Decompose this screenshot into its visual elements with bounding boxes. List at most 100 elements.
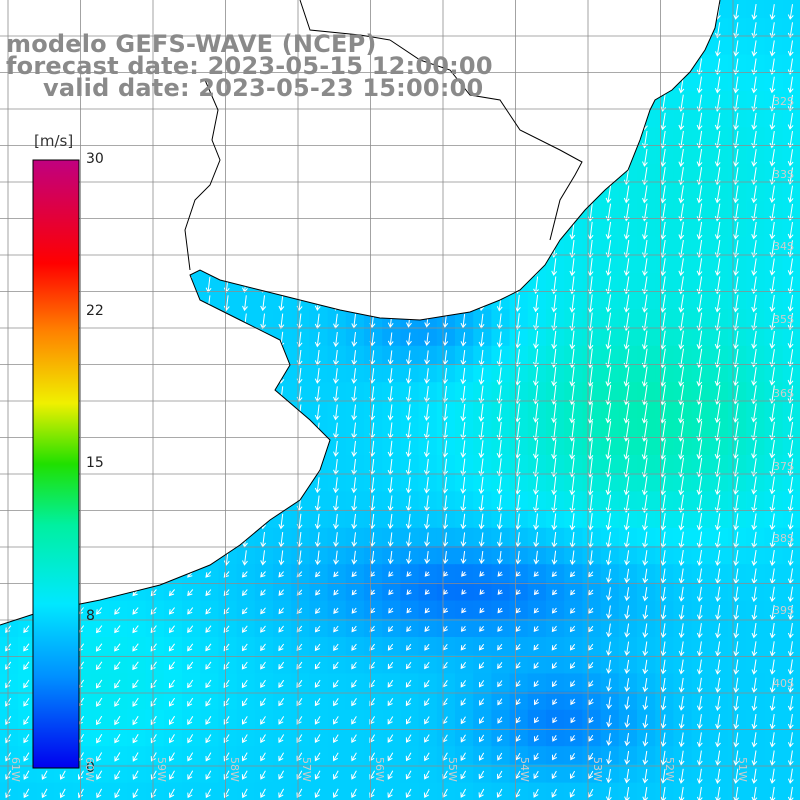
wind-arrow xyxy=(733,258,739,276)
wind-arrow xyxy=(769,94,776,112)
wind-arrow xyxy=(260,589,266,596)
wind-arrow xyxy=(696,240,703,258)
wind-arrow xyxy=(642,696,649,711)
wind-arrow xyxy=(314,752,321,762)
wind-arrow xyxy=(678,513,685,531)
wind-arrow xyxy=(132,734,139,744)
wind-arrow xyxy=(242,295,248,312)
wind-arrow xyxy=(132,788,139,799)
wind-arrow xyxy=(696,439,703,460)
wind-arrow xyxy=(787,4,794,20)
wind-arrow xyxy=(623,240,630,258)
wind-arrow xyxy=(351,770,357,780)
wind-arrow xyxy=(714,366,721,387)
wind-arrow xyxy=(714,258,721,277)
wind-arrow xyxy=(514,331,521,349)
wind-arrow xyxy=(751,550,758,567)
wind-arrow xyxy=(569,276,576,295)
wind-arrow xyxy=(478,643,485,651)
wind-arrow xyxy=(751,203,758,222)
wind-arrow xyxy=(769,258,776,276)
wind-arrow xyxy=(787,149,794,167)
wind-arrow xyxy=(678,605,685,620)
wind-arrow xyxy=(733,494,739,513)
wind-arrow xyxy=(405,404,412,421)
wind-arrow xyxy=(405,532,412,547)
wind-arrow xyxy=(478,440,485,459)
wind-arrow xyxy=(733,586,740,603)
wind-arrow xyxy=(733,40,739,57)
wind-arrow xyxy=(514,294,521,312)
wind-arrow xyxy=(333,698,339,707)
lat-label: 38S xyxy=(773,532,794,545)
wind-arrow xyxy=(623,330,630,350)
wind-arrow xyxy=(769,367,776,386)
wind-arrow xyxy=(787,768,794,784)
wind-arrow xyxy=(551,571,558,578)
wind-arrow xyxy=(41,788,48,799)
wind-arrow xyxy=(242,752,248,762)
wind-arrow xyxy=(569,258,576,277)
wind-arrow xyxy=(461,589,467,595)
lon-label: 56W xyxy=(373,757,386,782)
wind-arrow xyxy=(497,752,503,761)
wind-arrow xyxy=(751,714,758,730)
wind-arrow xyxy=(733,4,739,20)
wind-arrow xyxy=(533,625,539,633)
wind-arrow xyxy=(624,587,630,602)
wind-arrow xyxy=(751,258,758,276)
wind-arrow xyxy=(333,440,339,457)
wind-arrow xyxy=(769,240,776,258)
wind-arrow xyxy=(478,513,485,530)
wind-arrow xyxy=(95,679,103,689)
wind-arrow xyxy=(642,659,649,675)
wind-arrow xyxy=(96,697,103,707)
wind-arrow xyxy=(605,330,612,350)
wind-arrow xyxy=(405,788,412,799)
wind-arrow xyxy=(478,662,485,670)
wind-arrow xyxy=(552,589,558,596)
wind-arrow xyxy=(696,732,703,748)
wind-arrow xyxy=(569,571,576,578)
wind-arrow xyxy=(515,589,521,596)
wind-arrow xyxy=(460,476,467,494)
wind-arrow xyxy=(733,149,739,167)
wind-arrow xyxy=(714,513,721,531)
wind-arrow xyxy=(588,716,594,724)
wind-arrow xyxy=(714,149,721,167)
wind-arrow xyxy=(405,698,412,707)
wind-arrow xyxy=(660,786,667,800)
wind-arrow xyxy=(423,386,430,403)
wind-arrow xyxy=(169,752,175,762)
wind-arrow xyxy=(351,788,357,799)
wind-arrow xyxy=(678,149,685,167)
wind-arrow xyxy=(787,76,794,94)
wind-arrow xyxy=(605,476,612,496)
wind-arrow xyxy=(696,586,703,602)
wind-arrow xyxy=(623,494,630,513)
wind-arrow xyxy=(515,752,521,761)
wind-arrow xyxy=(733,294,739,313)
wind-arrow xyxy=(533,571,539,577)
wind-arrow xyxy=(23,788,30,799)
wind-arrow xyxy=(678,476,685,496)
wind-arrow xyxy=(497,607,503,614)
wind-arrow xyxy=(787,750,794,766)
wind-arrow xyxy=(424,752,430,762)
wind-arrow xyxy=(443,589,449,595)
wind-arrow xyxy=(132,661,139,671)
wind-arrow xyxy=(515,662,521,669)
wind-arrow xyxy=(479,716,485,725)
wind-arrow xyxy=(570,734,576,742)
wind-arrow xyxy=(460,403,467,422)
wind-arrow xyxy=(570,680,576,688)
wind-arrow xyxy=(241,643,248,652)
wind-arrow xyxy=(733,276,739,295)
wind-arrow xyxy=(678,439,684,460)
wind-arrow xyxy=(660,513,667,531)
colorbar-tick: 15 xyxy=(86,455,104,471)
wind-arrow xyxy=(424,625,430,633)
wind-arrow xyxy=(587,258,594,277)
land-mask xyxy=(0,0,720,625)
wind-arrow xyxy=(496,421,503,441)
